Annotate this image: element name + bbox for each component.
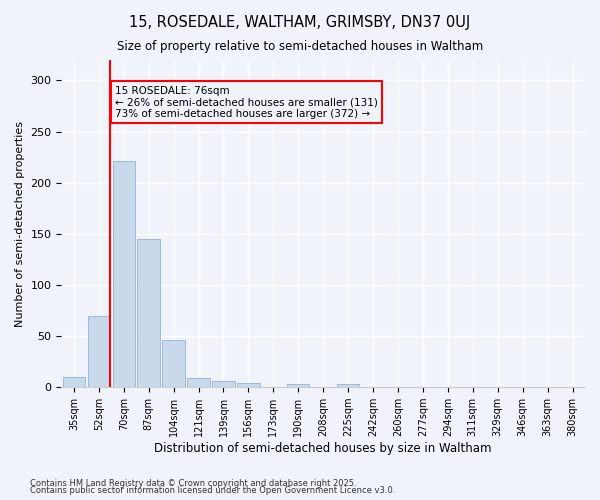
Bar [212,381,235,387]
Text: Contains public sector information licensed under the Open Government Licence v3: Contains public sector information licen… [30,486,395,495]
Y-axis label: Number of semi-detached properties: Number of semi-detached properties [15,120,25,326]
Text: Size of property relative to semi-detached houses in Waltham: Size of property relative to semi-detach… [117,40,483,53]
Bar [137,239,160,387]
Text: 15 ROSEDALE: 76sqm
← 26% of semi-detached houses are smaller (131)
73% of semi-d: 15 ROSEDALE: 76sqm ← 26% of semi-detache… [115,86,378,119]
Text: 15, ROSEDALE, WALTHAM, GRIMSBY, DN37 0UJ: 15, ROSEDALE, WALTHAM, GRIMSBY, DN37 0UJ [130,15,470,30]
Bar [337,384,359,387]
Bar [287,384,310,387]
Bar [88,316,110,387]
X-axis label: Distribution of semi-detached houses by size in Waltham: Distribution of semi-detached houses by … [154,442,492,455]
Bar [187,378,210,387]
Bar [163,340,185,387]
Bar [113,161,135,387]
Bar [62,377,85,387]
Bar [237,383,260,387]
Text: Contains HM Land Registry data © Crown copyright and database right 2025.: Contains HM Land Registry data © Crown c… [30,478,356,488]
